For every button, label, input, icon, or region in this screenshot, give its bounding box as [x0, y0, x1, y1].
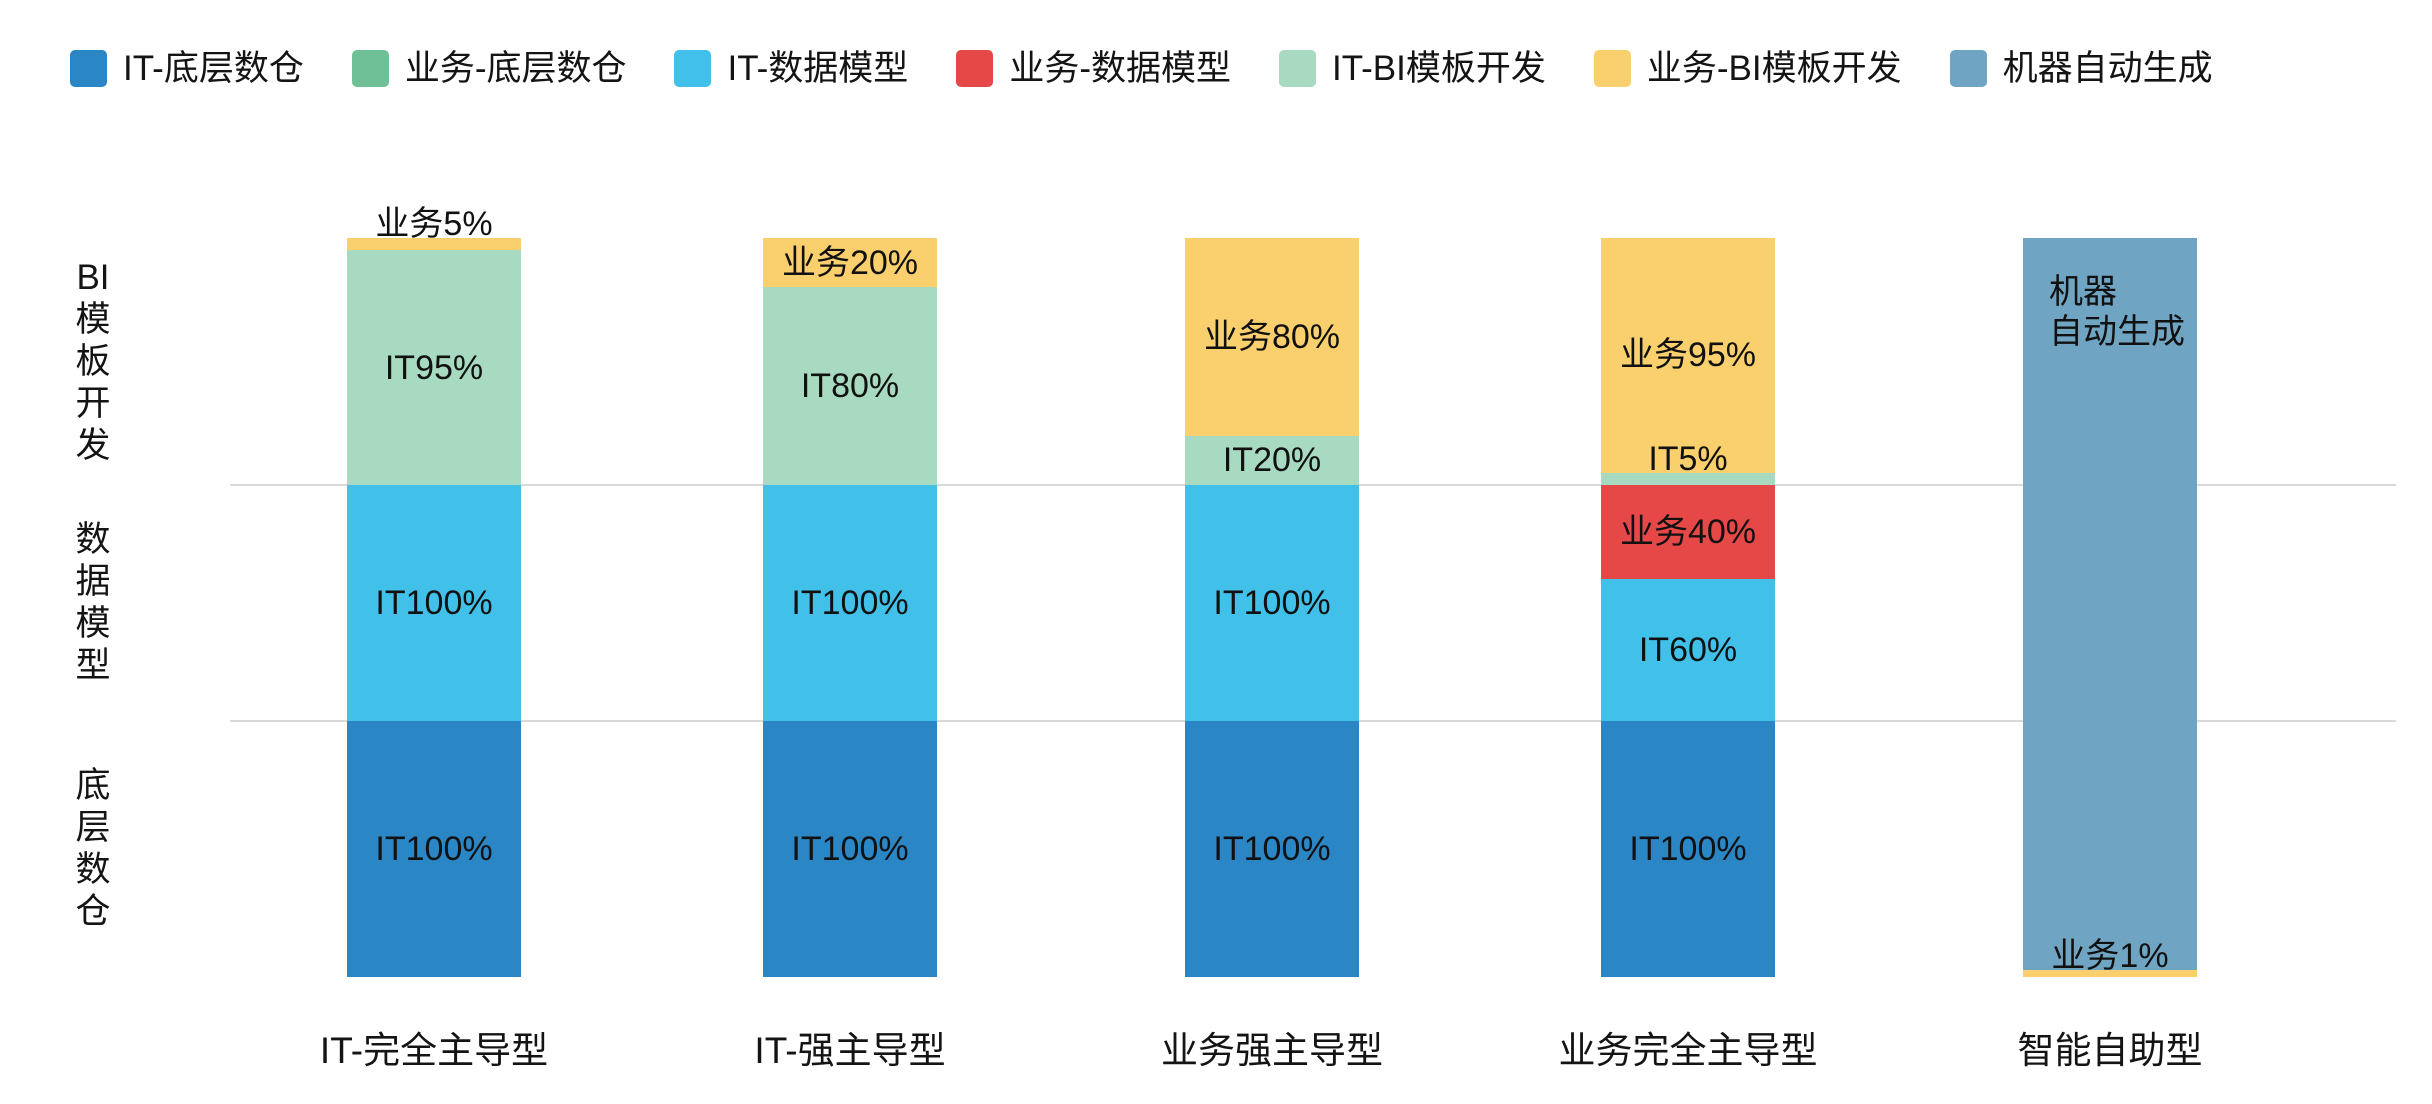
legend-swatch-icon	[1278, 50, 1316, 87]
segment-label: 业务95%	[1619, 336, 1757, 375]
bar-segment	[347, 485, 521, 721]
segment-label: IT100%	[791, 830, 909, 868]
bar-segment	[1601, 238, 1775, 473]
legend-label: 机器自动生成	[2002, 49, 2213, 88]
segment-label: IT95%	[384, 348, 484, 387]
segment-label: IT100%	[375, 830, 493, 868]
segment-label: 业务80%	[1203, 317, 1341, 356]
bar-column-1: 业务5% IT95% IT100% IT100%	[347, 205, 521, 977]
bar-segment	[1185, 435, 1359, 485]
legend-item: 业务-数据模型	[956, 50, 1231, 87]
segment-label: IT100%	[791, 584, 909, 622]
x-axis-category-label: IT-强主导型	[754, 1030, 946, 1071]
x-axis-category-label: 智能自助型	[2017, 1030, 2203, 1071]
segment-label: IT5%	[1648, 439, 1728, 478]
segment-label: IT100%	[375, 584, 493, 622]
bar-segment	[1185, 721, 1359, 977]
legend-label: 业务-BI模板开发	[1646, 49, 1902, 88]
legend-label: 业务-底层数仓	[404, 49, 627, 88]
x-axis-category-label: 业务完全主导型	[1558, 1030, 1818, 1071]
bar-segment	[1601, 472, 1775, 485]
bar-column-3: 业务80% IT20% IT100% IT100%	[1185, 238, 1359, 977]
segment-label: 业务1%	[2051, 936, 2169, 975]
legend-swatch-icon	[351, 50, 389, 87]
bar-segment	[2023, 238, 2197, 970]
bar-column-5: 机器 自动生成业务1%	[2023, 238, 2197, 977]
bar-segment	[1185, 238, 1359, 436]
legend-label: IT-BI模板开发	[1331, 49, 1546, 88]
segment-label: IT80%	[800, 367, 900, 406]
segment-label: IT100%	[1213, 584, 1331, 622]
legend-item: 业务-底层数仓	[351, 49, 627, 88]
y-axis-band-label: 底 层 数 仓	[75, 766, 111, 931]
bar-segment	[2023, 969, 2197, 977]
bar-segment	[763, 238, 937, 288]
segment-label: IT20%	[1222, 441, 1322, 480]
legend-swatch-icon	[70, 50, 107, 87]
bar-segment	[1185, 485, 1359, 721]
segment-label: IT60%	[1638, 631, 1738, 670]
segment-label: 机器 自动生成	[2049, 273, 2185, 351]
legend-item: IT-BI模板开发	[1278, 49, 1546, 88]
x-axis-category-label: IT-完全主导型	[319, 1030, 549, 1071]
legend-item: IT-底层数仓	[70, 50, 304, 87]
legend-swatch-icon	[956, 50, 994, 87]
bar-segment	[347, 238, 521, 251]
bar-segment	[763, 287, 937, 485]
bar-column-2: 业务20% IT80% IT100% IT100%	[763, 238, 937, 977]
segment-label: IT100%	[1629, 830, 1747, 868]
legend: IT-底层数仓 业务-底层数仓 IT-数据模型 业务-数据模型 IT-BI模板开发 业务-…	[70, 50, 2213, 87]
legend-swatch-icon	[1593, 50, 1631, 87]
bar-segment	[1601, 721, 1775, 977]
legend-label: 业务-数据模型	[1009, 49, 1231, 88]
legend-label: IT-数据模型	[727, 49, 909, 88]
legend-swatch-icon	[674, 50, 712, 87]
x-axis-category-label: 业务强主导型	[1161, 1030, 1383, 1071]
legend-item: 机器自动生成	[1949, 49, 2213, 88]
bar-column-4: 业务95% IT5% 业务40% IT60% IT100%	[1601, 238, 1775, 977]
segment-label: IT100%	[1213, 830, 1331, 868]
y-axis-band-label: 数 据 模 型	[75, 520, 111, 685]
bar-segment	[347, 721, 521, 977]
y-axis-band-label: BI 模 板 开 发	[75, 257, 111, 465]
legend-item: 业务-BI模板开发	[1593, 49, 1902, 88]
bar-segment	[347, 250, 521, 485]
legend-label: IT-底层数仓	[123, 49, 304, 88]
bar-segment	[763, 485, 937, 721]
bar-segment	[763, 721, 937, 977]
bar-segment	[1601, 579, 1775, 721]
segment-label: 业务5%	[375, 205, 493, 243]
legend-item: IT-数据模型	[674, 50, 908, 87]
segment-label: 业务20%	[781, 243, 919, 282]
legend-swatch-icon	[1949, 50, 1987, 87]
segment-label: 业务40%	[1619, 513, 1757, 552]
bar-segment	[1601, 485, 1775, 580]
